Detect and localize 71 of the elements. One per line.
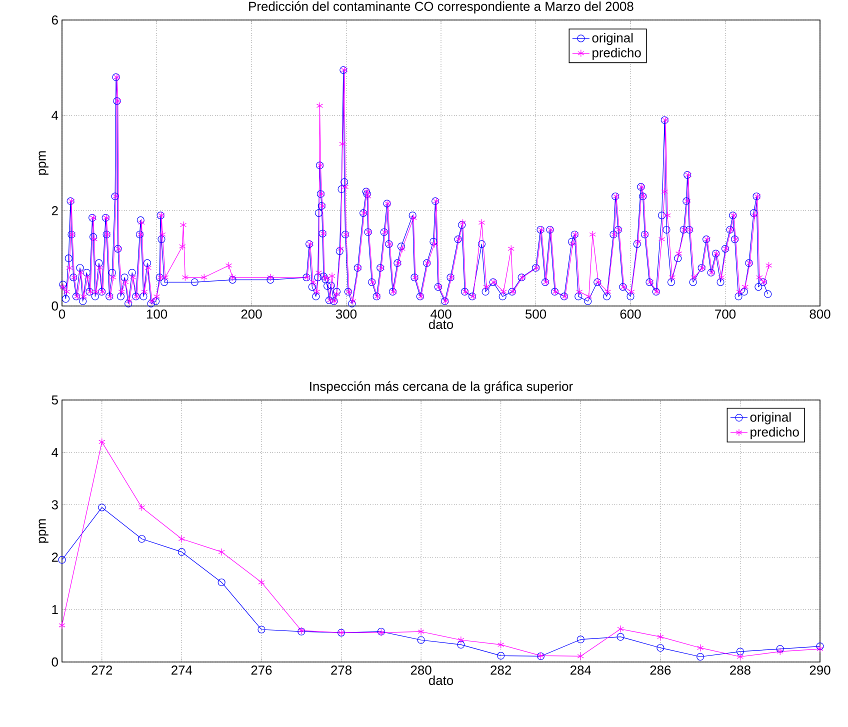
point xyxy=(776,645,784,653)
point xyxy=(816,642,824,650)
x-tick-label: 290 xyxy=(810,666,830,675)
point xyxy=(816,645,824,653)
y-tick-label: 4 xyxy=(52,110,58,120)
point xyxy=(497,652,505,660)
point xyxy=(577,652,584,660)
point xyxy=(258,578,265,586)
point xyxy=(138,504,146,512)
y-tick-label: 5 xyxy=(52,395,58,405)
x-tick-label: 288 xyxy=(730,666,750,675)
y-tick-label: 2 xyxy=(52,206,58,216)
y-axis-title: ppm xyxy=(38,519,48,543)
chart-title: Inspección más cercana de la gráfica superior xyxy=(310,381,573,394)
y-axis-title: ppm xyxy=(38,151,48,175)
x-tick-label: 274 xyxy=(172,666,192,675)
point xyxy=(498,640,504,648)
point xyxy=(218,578,226,586)
x-tick-label: 600 xyxy=(620,310,641,319)
point xyxy=(417,636,425,644)
y-tick-label: 1 xyxy=(52,605,58,614)
x-tick-label: 200 xyxy=(241,310,262,319)
point xyxy=(697,644,704,652)
point xyxy=(776,648,784,656)
x-tick-label: 500 xyxy=(525,310,546,319)
point xyxy=(178,535,186,543)
x-tick-label: 400 xyxy=(430,310,452,319)
point xyxy=(657,633,664,641)
x-tick-label: 276 xyxy=(251,666,272,675)
x-axis-title: dato xyxy=(428,676,454,686)
x-tick-label: 282 xyxy=(490,666,511,675)
point xyxy=(58,622,66,630)
point xyxy=(576,636,584,644)
x-tick-label: 284 xyxy=(570,666,592,675)
point xyxy=(178,548,186,556)
point xyxy=(696,652,704,661)
point xyxy=(656,644,664,652)
point xyxy=(138,535,146,543)
point xyxy=(736,648,744,656)
point xyxy=(736,652,744,661)
point xyxy=(98,438,106,446)
x-tick-label: 272 xyxy=(92,666,112,675)
x-tick-label: 0 xyxy=(58,310,66,319)
x-axis-title: dato xyxy=(428,320,454,330)
point xyxy=(457,640,465,648)
y-tick-label: 2 xyxy=(52,552,58,562)
y-tick-label: 0 xyxy=(52,301,58,311)
legend-label: predicho xyxy=(592,48,641,60)
point xyxy=(458,636,464,644)
chart-title: Predicción del contaminante CO correspondiente a Marzo del 2008 xyxy=(249,1,634,14)
x-tick-label: 100 xyxy=(146,310,168,319)
x-tick-label: 280 xyxy=(410,666,432,675)
x-tick-label: 300 xyxy=(336,310,357,319)
legend-label: original xyxy=(750,412,791,424)
x-tick-label: 286 xyxy=(650,666,671,675)
y-tick-label: 3 xyxy=(52,500,58,510)
point xyxy=(617,625,624,633)
x-tick-label: 800 xyxy=(810,310,830,319)
legend-label: original xyxy=(592,32,633,46)
x-tick-label: 278 xyxy=(331,666,352,675)
point xyxy=(418,628,424,636)
point xyxy=(58,556,66,564)
y-tick-label: 6 xyxy=(52,15,58,25)
point xyxy=(258,626,266,634)
x-tick-label: 700 xyxy=(715,310,736,319)
legend-label: predicho xyxy=(750,427,799,440)
point xyxy=(616,633,624,641)
point xyxy=(98,504,106,512)
y-tick-label: 4 xyxy=(52,448,58,457)
point xyxy=(218,548,225,556)
y-tick-label: 0 xyxy=(52,657,58,667)
